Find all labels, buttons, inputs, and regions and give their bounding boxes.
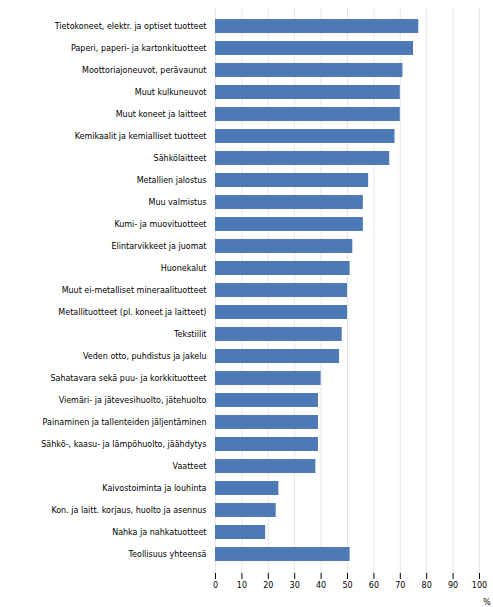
- svg-text:Viemäri- ja jätevesihuolto, jä: Viemäri- ja jätevesihuolto, jätehuolto: [59, 396, 207, 405]
- svg-text:Huonekalut: Huonekalut: [161, 264, 207, 273]
- svg-text:Kemikaalit ja kemialliset tuot: Kemikaalit ja kemialliset tuotteet: [75, 132, 207, 141]
- svg-text:30: 30: [290, 581, 300, 590]
- svg-text:0: 0: [213, 581, 218, 590]
- svg-text:40: 40: [316, 581, 326, 590]
- svg-text:20: 20: [263, 581, 273, 590]
- svg-text:Teollisuus yhteensä: Teollisuus yhteensä: [128, 550, 207, 559]
- svg-text:Painaminen ja tallenteiden jäl: Painaminen ja tallenteiden jäljentäminen: [43, 418, 207, 427]
- svg-text:100: 100: [472, 581, 487, 590]
- svg-text:%: %: [483, 598, 491, 607]
- svg-text:Elintarvikkeet ja juomat: Elintarvikkeet ja juomat: [111, 242, 206, 251]
- svg-text:60: 60: [369, 581, 379, 590]
- svg-text:Kumi- ja muovituotteet: Kumi- ja muovituotteet: [114, 220, 206, 229]
- svg-text:Metallituotteet (pl. koneet ja: Metallituotteet (pl. koneet ja laitteet): [58, 308, 206, 317]
- svg-text:Metallien jalostus: Metallien jalostus: [137, 176, 207, 185]
- svg-text:Sahatavara sekä puu- ja korkki: Sahatavara sekä puu- ja korkkituotteet: [50, 374, 206, 383]
- svg-text:Sähkö-, kaasu- ja lämpöhuolto,: Sähkö-, kaasu- ja lämpöhuolto, jäähdytys: [41, 440, 206, 449]
- svg-text:Moottoriajoneuvot, perävaunut: Moottoriajoneuvot, perävaunut: [82, 66, 206, 75]
- svg-text:Muut koneet ja laitteet: Muut koneet ja laitteet: [116, 110, 207, 119]
- svg-text:Kon. ja laitt. korjaus, huolto: Kon. ja laitt. korjaus, huolto ja asennu…: [51, 506, 206, 515]
- svg-text:Nahka ja nahkatuotteet: Nahka ja nahkatuotteet: [112, 528, 206, 537]
- svg-text:Muu valmistus: Muu valmistus: [148, 198, 206, 207]
- svg-text:70: 70: [395, 581, 405, 590]
- svg-text:Paperi, paperi- ja kartonkituo: Paperi, paperi- ja kartonkituotteet: [71, 44, 207, 53]
- svg-text:Tekstiilit: Tekstiilit: [173, 330, 206, 339]
- svg-text:Sähkölaitteet: Sähkölaitteet: [154, 154, 207, 163]
- svg-text:Muut ei-metalliset mineraalitu: Muut ei-metalliset mineraalituotteet: [62, 286, 207, 295]
- svg-text:80: 80: [422, 581, 432, 590]
- svg-text:Kaivostoiminta ja louhinta: Kaivostoiminta ja louhinta: [102, 484, 206, 493]
- svg-text:90: 90: [448, 581, 458, 590]
- svg-text:Veden otto, puhdistus ja jakel: Veden otto, puhdistus ja jakelu: [83, 352, 207, 361]
- svg-text:10: 10: [237, 581, 247, 590]
- svg-text:Vaatteet: Vaatteet: [173, 462, 207, 471]
- svg-text:50: 50: [342, 581, 352, 590]
- svg-text:Muut kulkuneuvot: Muut kulkuneuvot: [135, 88, 207, 97]
- svg-text:Tietokoneet, elektr. ja optise: Tietokoneet, elektr. ja optiset tuotteet: [54, 22, 207, 31]
